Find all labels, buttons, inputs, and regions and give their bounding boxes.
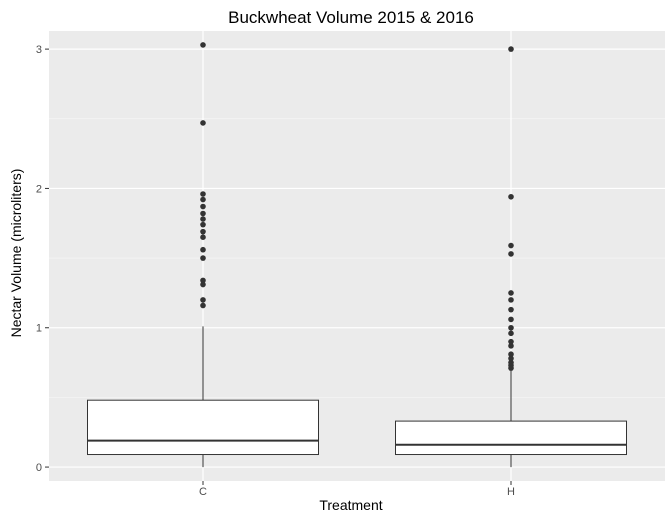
outlier-point <box>508 297 514 303</box>
axes-layer: 0 1 2 3 C H <box>36 44 515 498</box>
outlier-point <box>200 210 206 217</box>
y-tick-label: 2 <box>36 183 42 195</box>
outlier-point <box>200 302 206 309</box>
box-group-h <box>395 46 627 468</box>
grid-lines <box>49 31 665 481</box>
outlier-point <box>508 290 514 296</box>
outlier-point <box>200 191 206 197</box>
outlier-point <box>200 246 206 253</box>
box-group-c <box>87 42 319 468</box>
outlier-point <box>508 306 514 313</box>
outlier-point <box>508 316 514 323</box>
outlier-point <box>200 255 206 261</box>
x-tick-label: C <box>199 486 207 498</box>
y-tick-label: 3 <box>36 44 42 56</box>
outlier-point <box>200 120 206 126</box>
outlier-point <box>508 330 514 337</box>
outlier-point <box>508 46 514 52</box>
boxes-layer <box>87 42 627 468</box>
outlier-point <box>508 338 514 345</box>
outlier-point <box>200 221 206 228</box>
outlier-point <box>508 242 514 249</box>
outlier-point <box>200 234 206 240</box>
x-axis-label: Treatment <box>319 497 382 513</box>
outlier-point <box>200 228 206 235</box>
x-tick-label: H <box>507 486 515 498</box>
outlier-point <box>508 324 514 331</box>
outlier-point <box>508 251 514 257</box>
outlier-point <box>508 343 514 349</box>
y-tick-label: 0 <box>36 462 42 474</box>
outlier-point <box>508 351 514 358</box>
outlier-point <box>508 193 514 200</box>
outlier-point <box>200 216 206 222</box>
outlier-point <box>200 203 206 210</box>
box-iqr <box>87 399 319 456</box>
outlier-point <box>200 42 206 48</box>
outlier-point <box>200 277 206 284</box>
chart-title: Buckwheat Volume 2015 & 2016 <box>228 8 474 27</box>
y-axis-label: Nectar Volume (microliters) <box>8 169 24 338</box>
y-tick-label: 1 <box>36 323 42 335</box>
outlier-point <box>508 355 514 362</box>
outlier-point <box>508 359 514 366</box>
outlier-point <box>200 196 206 203</box>
box-iqr <box>395 420 627 456</box>
outlier-point <box>200 297 206 303</box>
outlier-point <box>200 281 206 288</box>
